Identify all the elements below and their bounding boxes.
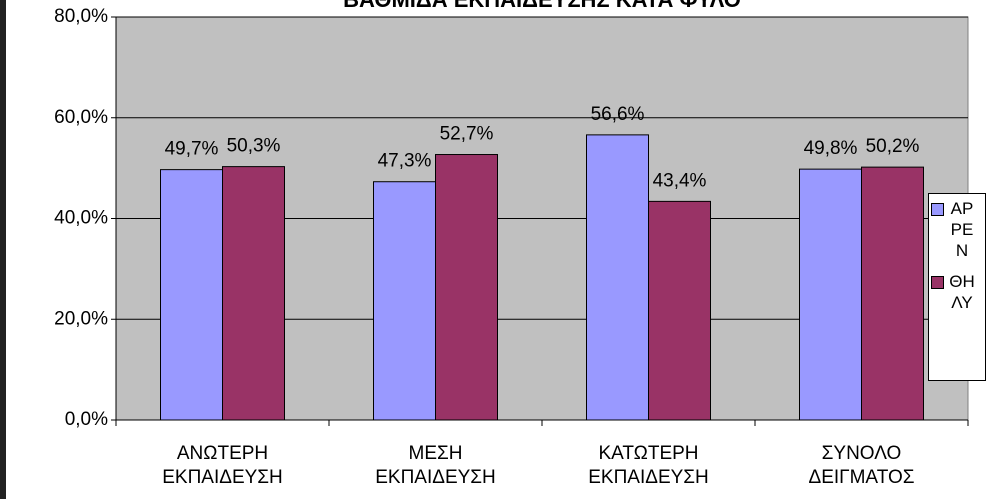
data-label: 50,2% bbox=[866, 136, 920, 157]
legend-item: ΘΗΛΥ bbox=[931, 271, 983, 313]
data-label: 56,6% bbox=[591, 104, 645, 125]
bar bbox=[373, 181, 436, 421]
x-tick-label: ΚΑΤΩΤΕΡΗ ΕΚΠΑΙΔΕΥΣΗ bbox=[588, 443, 709, 488]
x-tick-label: ΣΥΝΟΛΟ ΔΕΙΓΜΑΤΟΣ bbox=[808, 443, 915, 488]
y-tick-label: 0,0% bbox=[65, 409, 108, 430]
y-tick-label: 60,0% bbox=[54, 107, 108, 128]
legend-label: ΘΗΛΥ bbox=[949, 272, 975, 312]
y-tick-label: 80,0% bbox=[54, 6, 108, 27]
data-label: 49,7% bbox=[165, 139, 219, 160]
data-label: 43,4% bbox=[653, 170, 707, 191]
y-tick-label: 40,0% bbox=[54, 208, 108, 229]
legend-swatch bbox=[931, 203, 944, 216]
data-label: 50,3% bbox=[227, 136, 281, 157]
data-label: 47,3% bbox=[378, 151, 432, 172]
bar bbox=[648, 200, 711, 421]
bar bbox=[160, 169, 223, 421]
bar bbox=[586, 134, 649, 421]
legend-item: ΑΡΡΕΝ bbox=[931, 198, 983, 261]
bar bbox=[799, 168, 862, 421]
bar bbox=[861, 166, 924, 421]
bar bbox=[222, 166, 285, 421]
y-tick-label: 20,0% bbox=[54, 308, 108, 329]
data-label: 49,8% bbox=[804, 138, 858, 159]
legend-swatch bbox=[931, 276, 944, 289]
legend: ΑΡΡΕΝ ΘΗΛΥ bbox=[928, 193, 986, 381]
legend-label: ΑΡΡΕΝ bbox=[950, 199, 974, 260]
left-edge bbox=[0, 0, 6, 499]
x-tick-label: ΑΝΩΤΕΡΗ ΕΚΠΑΙΔΕΥΣΗ bbox=[162, 443, 283, 488]
data-label: 52,7% bbox=[440, 124, 494, 145]
bar bbox=[435, 154, 498, 421]
x-tick-label: ΜΕΣΗ ΕΚΠΑΙΔΕΥΣΗ bbox=[375, 443, 496, 488]
